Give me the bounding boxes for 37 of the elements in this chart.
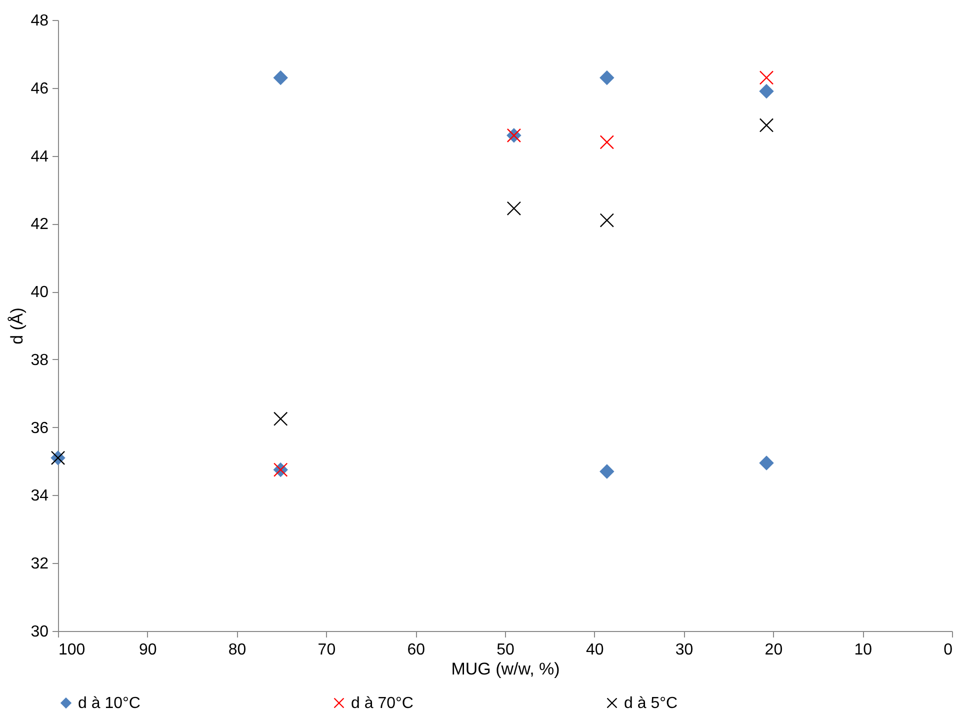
point [273, 412, 288, 426]
x-tick-label: 40 [586, 642, 604, 658]
y-tick-label: 36 [30, 420, 49, 437]
y-tick-label: 30 [30, 624, 49, 640]
x-tick-label: 80 [228, 642, 246, 658]
x-tick-label: 100 [58, 642, 86, 658]
x-tick-label: 10 [854, 642, 872, 658]
point [600, 135, 614, 150]
legend-label: d à 5°C [624, 695, 678, 712]
point [759, 456, 774, 470]
y-tick-label: 34 [30, 488, 49, 505]
legend-label: d à 70°C [351, 695, 414, 712]
point [506, 201, 522, 216]
point [600, 213, 614, 228]
point [759, 70, 774, 85]
x-tick-label: 60 [407, 642, 426, 658]
x-tick-label: 20 [764, 642, 783, 658]
point [600, 464, 614, 479]
x-tick-label: 50 [496, 642, 514, 658]
legend-label: d à 10°C [78, 695, 140, 712]
point [273, 70, 288, 85]
point [600, 70, 614, 85]
y-tick-label: 40 [30, 284, 49, 302]
y-tick-label: 48 [30, 12, 49, 30]
y-tick-label: 44 [30, 148, 49, 166]
y-tick-label: 42 [30, 216, 49, 234]
y-tick-label: 38 [30, 352, 49, 369]
y-axis-title: d (Å) [8, 308, 27, 344]
point [759, 118, 774, 132]
y-tick-label: 46 [30, 80, 49, 98]
x-axis-title: MUG (w/w, %) [451, 660, 560, 678]
x-tick-label: 70 [318, 642, 336, 658]
x-tick-label: 90 [139, 642, 157, 658]
y-tick-label: 32 [30, 556, 49, 573]
point [759, 84, 774, 98]
x-tick-label: 30 [675, 642, 694, 658]
x-tick-label: 0 [944, 642, 953, 658]
